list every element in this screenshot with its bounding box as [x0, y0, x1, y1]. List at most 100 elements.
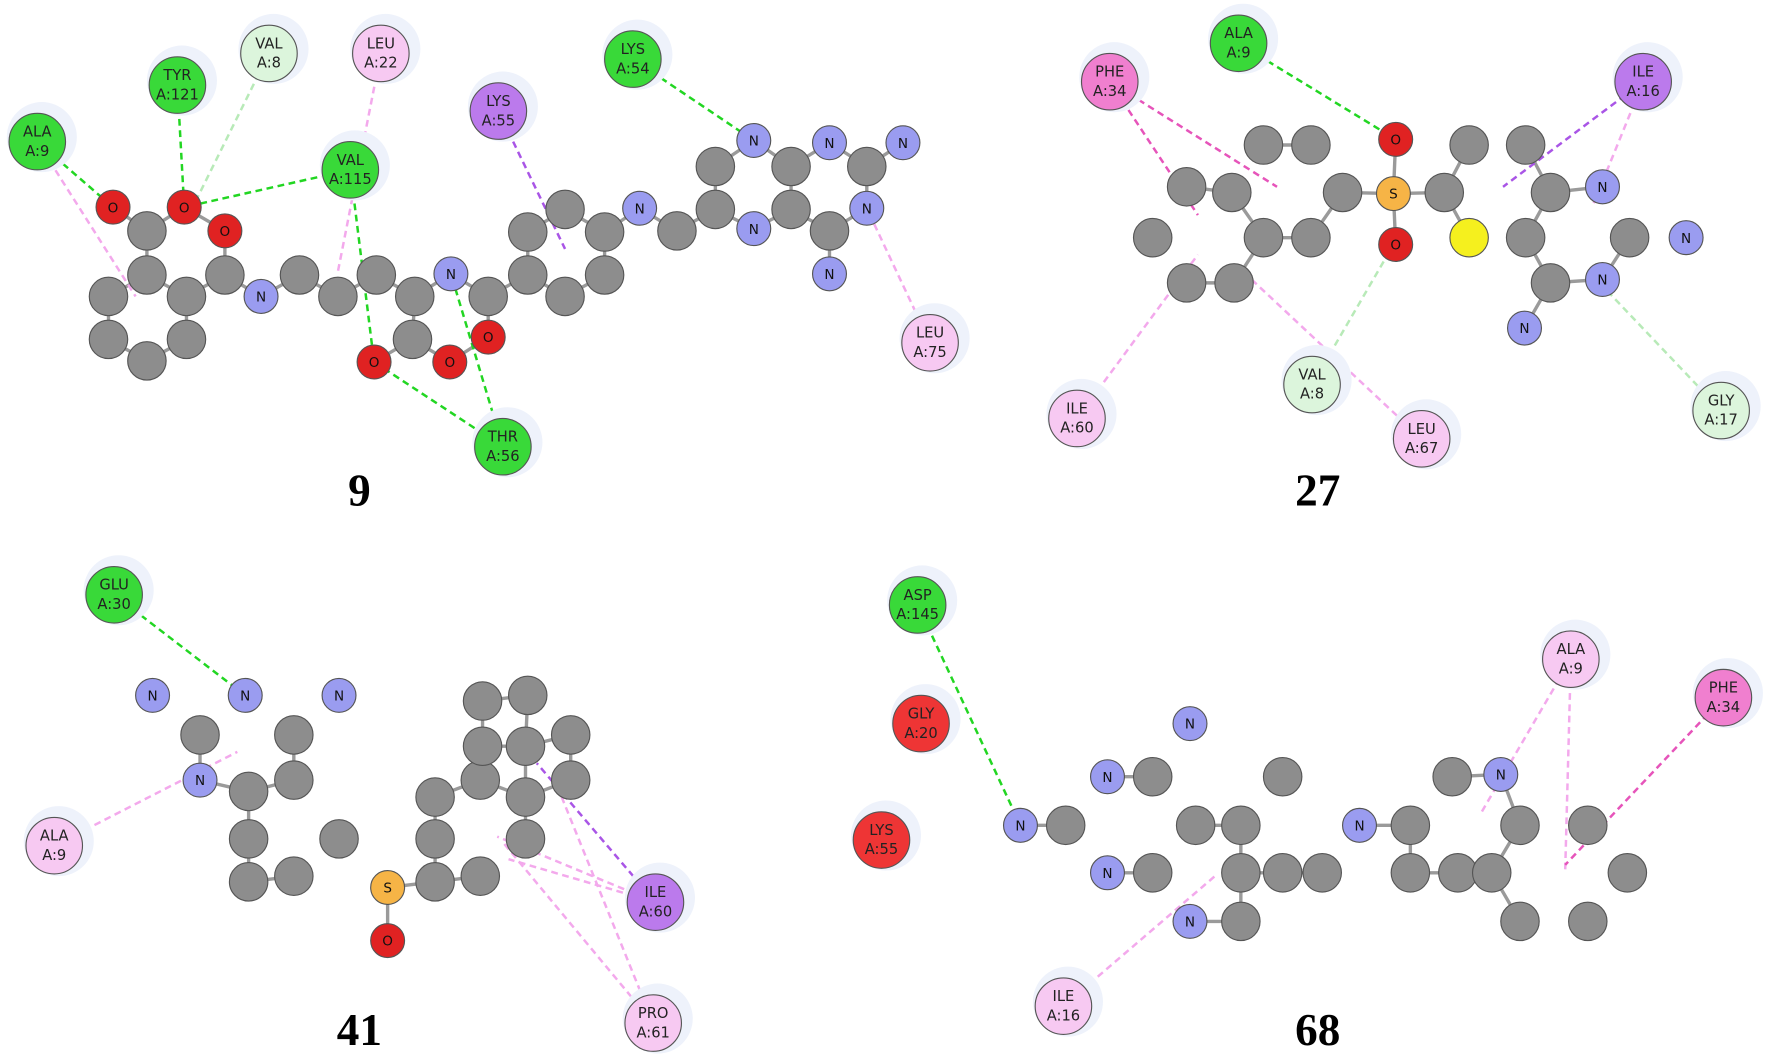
hetero-atom	[95, 189, 131, 225]
residue-name: ALA	[1224, 25, 1253, 42]
carbon-atom	[1132, 217, 1173, 258]
residue	[240, 24, 298, 83]
residue-name: ILE	[1632, 64, 1654, 81]
residue-name: VAL	[337, 152, 365, 169]
hetero-atom	[166, 189, 202, 225]
residue-position: A:9	[25, 143, 49, 160]
atom-label: O	[444, 355, 455, 371]
residue	[25, 816, 84, 875]
carbon-atom	[1243, 125, 1284, 165]
carbon-atom	[1291, 217, 1331, 258]
residue-name: VAL	[1298, 367, 1326, 384]
interaction	[916, 604, 1022, 826]
hetero-atom	[1089, 855, 1126, 891]
carbon-atom	[415, 777, 455, 817]
residue-position: A:60	[639, 903, 672, 920]
interaction	[558, 790, 655, 1024]
residue-position: A:75	[913, 344, 946, 361]
carbon-atom	[545, 189, 585, 230]
carbon-atom	[1322, 172, 1363, 213]
carbon-atom	[1175, 805, 1216, 846]
carbon-atom	[127, 211, 167, 251]
carbon-atom	[1221, 805, 1261, 846]
hetero-atom	[370, 923, 406, 959]
hetero-atom	[1172, 706, 1208, 742]
residue	[1614, 52, 1672, 111]
carbon-atom	[460, 760, 501, 800]
residue	[604, 30, 662, 88]
residue-position: A:8	[257, 55, 281, 72]
panel-label: 9	[348, 466, 371, 516]
carbon-atom	[1505, 125, 1546, 165]
interaction	[1242, 270, 1423, 440]
atom-label: O	[1390, 132, 1401, 148]
panel-label: 41	[337, 1005, 382, 1055]
carbon-atom	[1500, 901, 1540, 942]
residue-position: A:30	[97, 596, 130, 613]
atom-label: N	[749, 222, 759, 238]
atom-label: N	[898, 136, 908, 152]
residue-position: A:121	[156, 86, 199, 103]
carbon-atom	[1132, 756, 1173, 797]
residue-position: A:9	[1227, 44, 1251, 61]
hetero-atom	[1172, 903, 1208, 939]
atom-label: N	[1496, 768, 1506, 784]
panel: N N N N N N N ASP A:145 GLY A:20 LYS A:55 ALA A:9 PHE A:…	[850, 565, 1763, 1055]
residue-position: A:56	[486, 448, 519, 465]
hetero-atom	[736, 211, 772, 247]
carbon-atom	[1471, 853, 1512, 893]
hetero-atom	[1378, 226, 1414, 262]
residue-name: LEU	[367, 35, 395, 52]
carbon-atom	[415, 862, 455, 902]
atom-label: O	[369, 355, 380, 371]
hetero-atom	[1483, 756, 1519, 792]
carbon-atom	[1500, 805, 1540, 846]
carbon-atom	[228, 771, 269, 812]
hetero-atom	[432, 344, 468, 380]
interaction	[501, 841, 655, 1024]
carbon-atom	[1166, 263, 1207, 303]
carbon-atom	[1390, 805, 1431, 846]
hetero-atom	[227, 677, 263, 713]
interaction	[336, 53, 383, 272]
carbon-atom	[1568, 901, 1608, 942]
atom-label: N	[1597, 273, 1607, 289]
residue-name: LYS	[869, 822, 894, 839]
carbon-atom	[356, 255, 397, 295]
hetero-atom	[370, 869, 406, 905]
hetero-atom	[182, 762, 218, 798]
carbon-atom	[1609, 217, 1650, 258]
residue	[85, 565, 143, 624]
carbon-atom	[228, 819, 269, 859]
atom-label: O	[483, 330, 494, 346]
hetero-atom	[207, 213, 243, 249]
residue-position: A:34	[1707, 699, 1740, 716]
hetero-atom	[356, 344, 392, 380]
residue	[148, 56, 207, 114]
residue-position: A:145	[896, 606, 939, 623]
carbon-atom	[415, 819, 455, 859]
residue-name: GLY	[908, 706, 935, 723]
residue	[321, 141, 380, 199]
residue-name: ILE	[1066, 400, 1088, 417]
residue-name: GLU	[99, 577, 129, 594]
hetero-atom	[811, 256, 848, 292]
interaction	[449, 273, 505, 448]
panel: O S O N N N N PHE A:34 ALA A:9 ILE A:16 VAL A:8 ILE A:60…	[1046, 3, 1761, 516]
atom-label: N	[1681, 231, 1691, 247]
interaction	[1563, 659, 1573, 871]
residue-name: LYS	[486, 93, 511, 110]
carbon-atom	[657, 211, 697, 251]
atom-label: N	[862, 201, 872, 217]
residue	[852, 811, 911, 869]
carbon-atom	[1132, 853, 1173, 893]
hetero-atom	[470, 319, 506, 355]
residue-name: GLY	[1708, 393, 1735, 410]
carbon-atom	[88, 276, 129, 317]
atom-label: N	[749, 134, 759, 150]
carbon-atom	[847, 146, 887, 187]
hetero-atom	[433, 256, 469, 292]
atom-label: O	[220, 224, 231, 240]
hetero-atom	[321, 677, 357, 713]
